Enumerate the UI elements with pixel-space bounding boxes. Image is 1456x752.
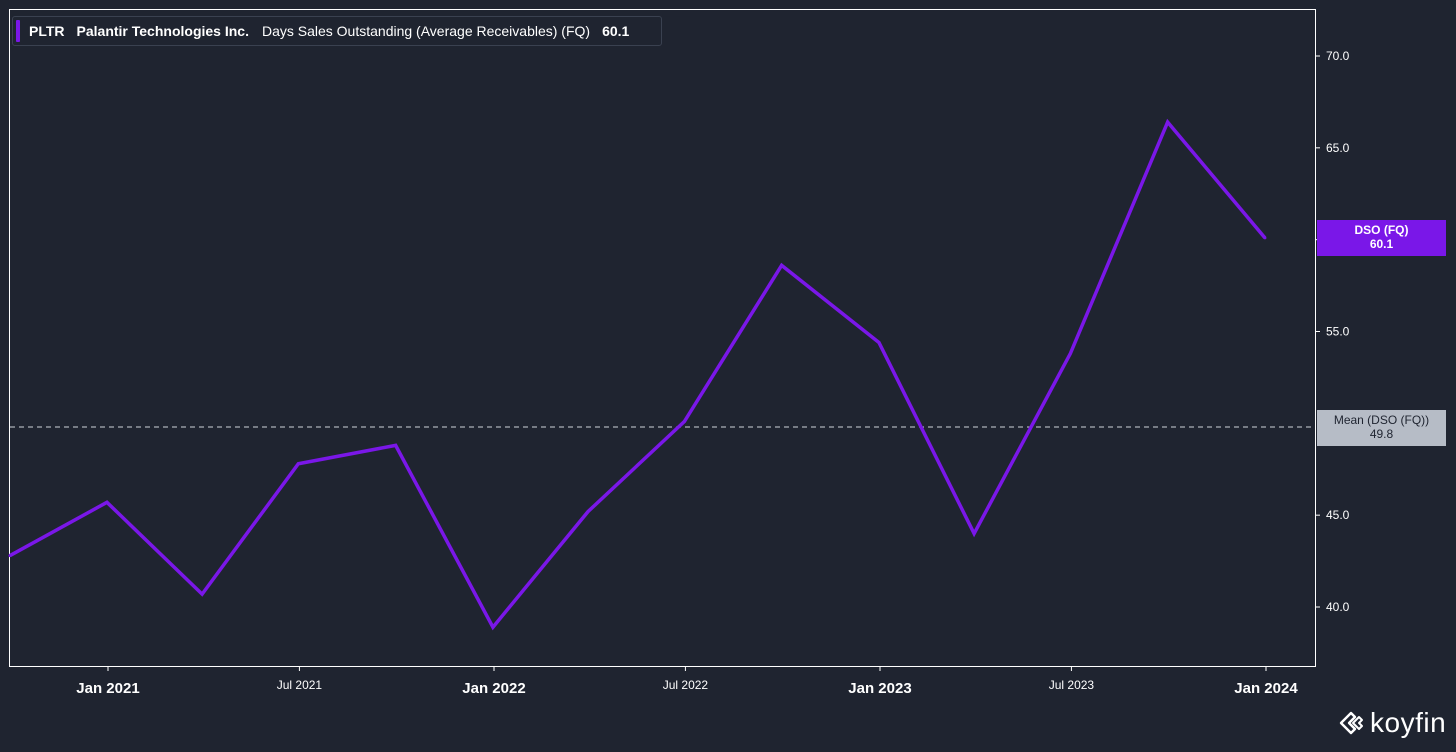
mean-badge-label: Mean (DSO (FQ)) bbox=[1333, 413, 1430, 427]
data-point bbox=[296, 462, 300, 466]
data-point bbox=[105, 500, 109, 504]
dso-badge-value: 60.1 bbox=[1369, 237, 1394, 251]
data-point bbox=[491, 625, 495, 629]
legend-ticker: PLTR bbox=[29, 23, 65, 39]
chart-legend: PLTR Palantir Technologies Inc. Days Sal… bbox=[12, 16, 662, 46]
x-tick-label: Jan 2022 bbox=[462, 680, 525, 697]
x-tick-label: Jan 2024 bbox=[1234, 680, 1298, 697]
data-point bbox=[972, 532, 976, 536]
data-points bbox=[8, 120, 1267, 629]
mean-value-badge: Mean (DSO (FQ)) 49.8 bbox=[1317, 410, 1446, 446]
x-axis: Jan 2021 Jul 2021 Jan 2022 Jul 2022 Jan 2023… bbox=[76, 666, 1298, 697]
y-tick-label: 70.0 bbox=[1326, 49, 1350, 63]
data-point bbox=[586, 509, 590, 513]
data-point bbox=[1166, 120, 1170, 124]
data-point bbox=[8, 554, 12, 558]
mean-badge-value: 49.8 bbox=[1369, 427, 1394, 441]
koyfin-logo-icon bbox=[1339, 711, 1363, 735]
data-point bbox=[877, 341, 881, 345]
x-tick-label: Jul 2023 bbox=[1049, 678, 1095, 692]
dso-series-line bbox=[9, 118, 1267, 631]
y-tick-label: 55.0 bbox=[1326, 325, 1350, 339]
x-tick-label: Jan 2021 bbox=[76, 680, 139, 697]
legend-value: 60.1 bbox=[602, 23, 630, 39]
dso-badge-label: DSO (FQ) bbox=[1354, 223, 1409, 237]
x-tick-label: Jul 2021 bbox=[277, 678, 323, 692]
y-tick-label: 40.0 bbox=[1326, 600, 1350, 614]
data-point bbox=[200, 592, 204, 596]
legend-company: Palantir Technologies Inc. bbox=[76, 23, 249, 39]
series-color-swatch bbox=[16, 20, 20, 42]
dso-last-value-badge: DSO (FQ) 60.1 bbox=[1317, 220, 1446, 256]
data-point bbox=[780, 263, 784, 267]
data-point bbox=[1068, 352, 1072, 356]
x-tick-label: Jul 2022 bbox=[663, 678, 709, 692]
y-axis: 40.045.055.060.065.070.0 bbox=[1315, 49, 1350, 614]
x-tick-label: Jan 2023 bbox=[848, 680, 911, 697]
brand-name: koyfin bbox=[1370, 707, 1447, 738]
y-tick-label: 45.0 bbox=[1326, 508, 1350, 522]
data-point bbox=[394, 443, 398, 447]
data-point bbox=[1263, 236, 1267, 240]
y-tick-label: 65.0 bbox=[1326, 141, 1350, 155]
legend-metric: Days Sales Outstanding (Average Receivab… bbox=[261, 23, 591, 39]
plot-area-border bbox=[9, 9, 1316, 667]
data-point bbox=[682, 419, 686, 423]
koyfin-logo: koyfin bbox=[1338, 707, 1446, 739]
